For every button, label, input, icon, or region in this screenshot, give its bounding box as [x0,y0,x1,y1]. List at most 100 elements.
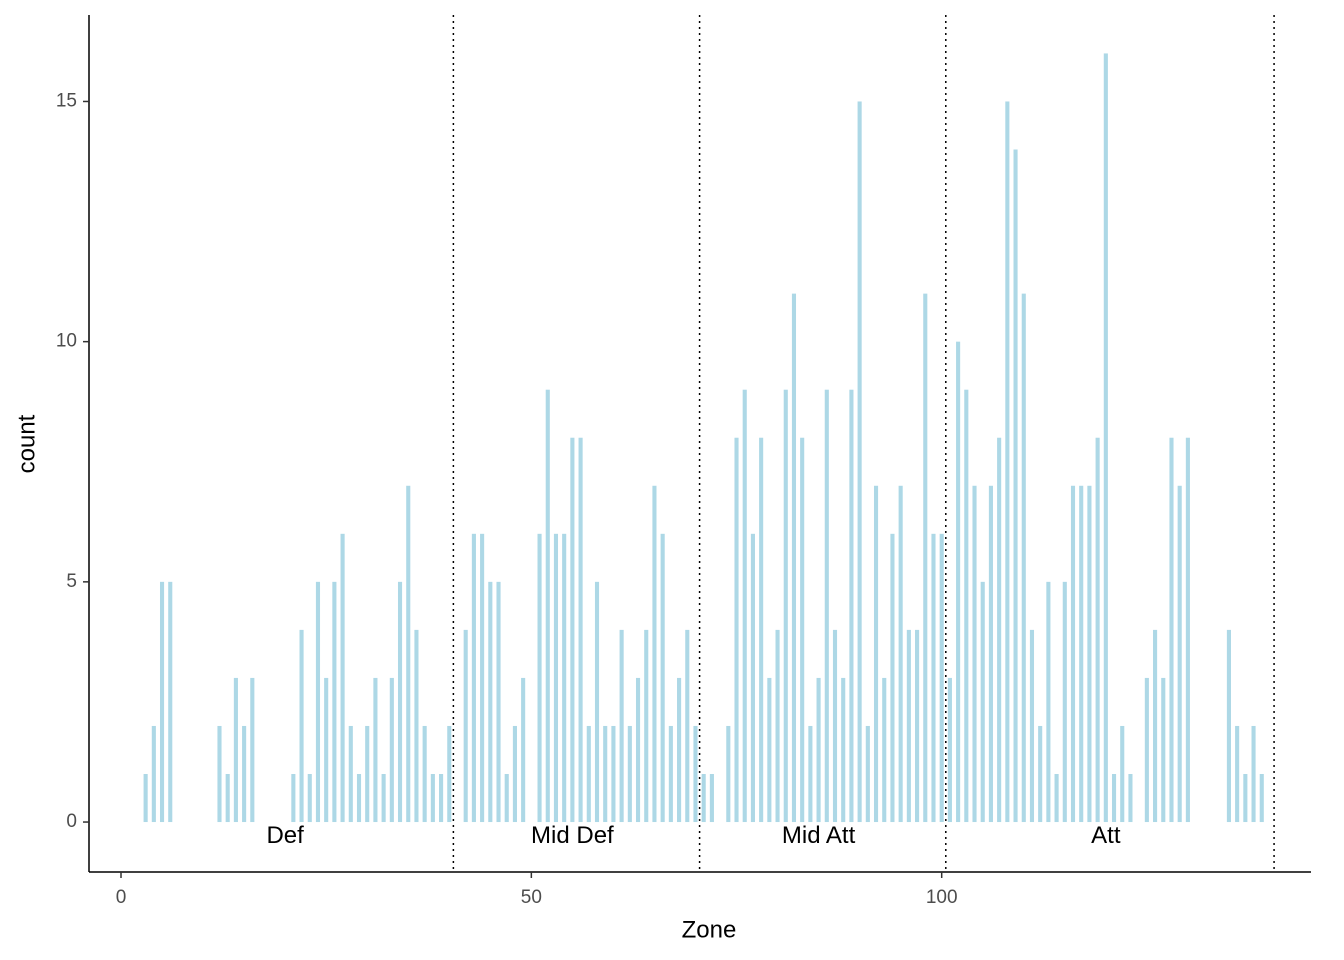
bar [668,725,673,823]
x-tick-label: 100 [926,887,958,908]
bar [578,437,583,823]
bar [143,774,148,823]
bar [939,533,944,823]
bar [652,485,657,823]
bar [1259,774,1264,823]
bar [348,725,353,823]
bar [1144,677,1149,823]
bar [898,485,903,823]
bar [956,341,961,823]
bar [496,581,501,823]
bar [430,774,435,823]
bar [1046,581,1051,823]
y-tick-label: 10 [56,331,77,352]
bar [562,533,567,823]
bar [422,725,427,823]
bar [611,725,616,823]
bar [307,774,312,823]
bar [923,293,928,823]
y-tick-label: 15 [56,90,77,111]
bar [701,774,706,823]
bar [250,677,255,823]
bar [373,677,378,823]
bar [159,581,165,823]
bar [225,774,230,823]
zone-label: Mid Att [782,822,856,849]
bar [865,725,870,823]
bar [570,437,575,823]
bar [988,485,993,823]
y-tick-label: 5 [66,571,77,592]
bar [1021,293,1026,823]
bar [816,677,821,823]
bar [759,437,764,823]
bar [1095,437,1100,823]
bar [365,725,370,823]
bar [553,533,559,823]
bar [857,101,862,823]
bar [873,485,879,823]
bar [619,629,624,823]
bar [217,725,222,823]
bar [389,677,394,823]
bar [1185,437,1190,823]
bar [463,629,468,823]
bar [1103,53,1108,823]
bar [800,437,805,823]
bar [882,677,887,823]
bar [931,533,936,823]
bar [1128,774,1133,823]
bar [775,629,780,823]
bar [1013,149,1018,823]
bar [635,677,641,823]
bar [726,725,731,823]
bar [151,725,156,823]
bar [783,389,788,823]
bar [890,533,895,823]
bar [545,389,550,823]
bar [414,629,419,823]
bar [627,725,632,823]
bar [1070,485,1076,823]
bar [1029,629,1035,823]
bar [915,629,920,823]
bar [315,581,321,823]
bar [1005,101,1010,823]
bar [947,677,952,823]
bar [1226,629,1231,823]
bar [1087,485,1092,823]
bar [332,581,337,823]
bar [767,677,772,823]
bar [1161,677,1166,823]
bar [504,774,509,823]
bar [233,677,238,823]
bar [972,485,977,823]
x-axis-title: Zone [682,916,737,943]
bar [1153,629,1158,823]
bar [1120,725,1125,823]
bar [824,389,829,823]
bar [168,581,173,823]
bar [791,293,797,823]
bar [512,725,517,823]
bar [832,629,838,823]
bar [242,725,247,823]
bar [537,533,542,823]
x-tick-label: 50 [521,887,542,908]
bar [808,725,813,823]
bar [980,581,985,823]
bar [471,533,476,823]
bar [660,533,665,823]
bar [1054,774,1059,823]
bar [1038,725,1043,823]
bar [1243,774,1248,823]
bar [299,629,304,823]
bar [480,533,485,823]
bar [685,629,690,823]
bar [750,533,755,823]
bar [906,629,911,823]
zone-label: Def [266,822,304,849]
bar [677,677,682,823]
bar [1251,725,1256,823]
